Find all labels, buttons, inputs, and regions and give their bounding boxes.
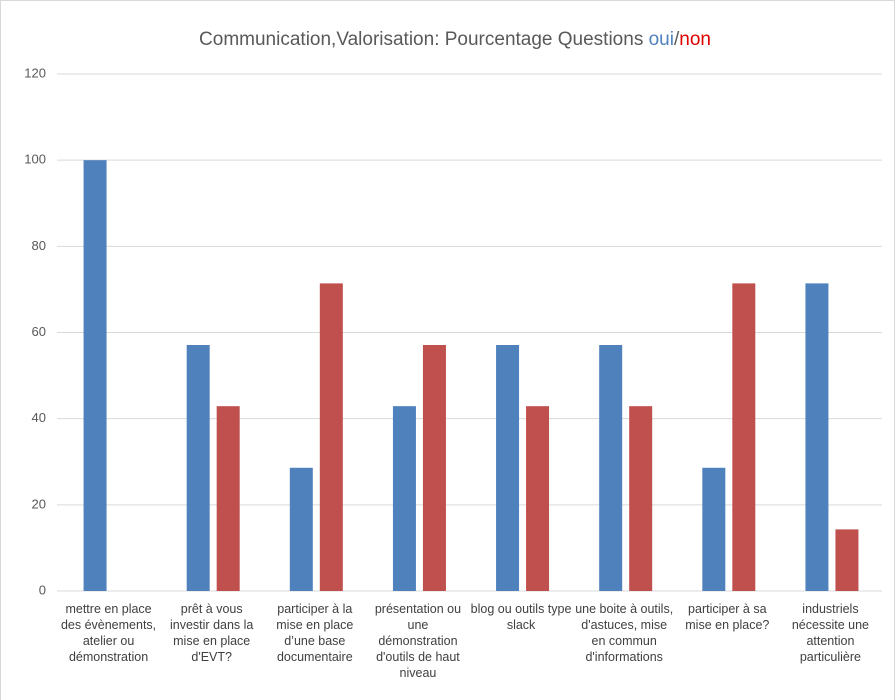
title-non: non <box>679 29 711 50</box>
bar <box>83 160 107 591</box>
bar <box>496 344 520 591</box>
x-tick-label: blog ou outils type slack <box>470 602 572 632</box>
title-text: Communication,Valorisation: Pourcentage … <box>199 29 643 50</box>
x-tick-label: industriels nécessite une attention part… <box>791 602 869 664</box>
y-tick-label: 100 <box>24 152 46 167</box>
chart-title: Communication,Valorisation: Pourcentage … <box>199 29 711 50</box>
title-oui: oui <box>649 29 674 50</box>
bar <box>422 344 446 591</box>
y-tick-label: 40 <box>32 410 46 425</box>
y-tick-label: 120 <box>24 65 46 80</box>
bar <box>629 406 653 591</box>
y-tick-label: 80 <box>32 238 46 253</box>
bar <box>805 283 829 591</box>
x-tick-label: mettre en place des évènements, atelier … <box>60 602 157 664</box>
bar <box>186 344 210 591</box>
bar <box>216 406 240 591</box>
x-tick-label: participer à sa mise en place? <box>685 602 770 632</box>
bar <box>599 344 623 591</box>
bar <box>732 283 756 591</box>
bar <box>526 406 550 591</box>
bar <box>392 406 416 591</box>
y-tick-label: 0 <box>39 582 46 597</box>
title-separator: / <box>674 29 680 50</box>
y-tick-label: 60 <box>32 324 46 339</box>
x-tick-label: une boite à outils, d'astuces, mise en c… <box>575 602 674 664</box>
x-tick-label: participer à la mise en place d’une base… <box>276 602 354 664</box>
bar <box>702 467 726 591</box>
x-tick-label: prêt à vous investir dans la mise en pla… <box>170 602 254 664</box>
bar <box>319 283 343 591</box>
y-tick-label: 20 <box>32 496 46 511</box>
bar <box>835 529 859 591</box>
x-tick-label: présentation ou une démonstration d'outi… <box>374 602 462 680</box>
bar <box>289 467 313 591</box>
